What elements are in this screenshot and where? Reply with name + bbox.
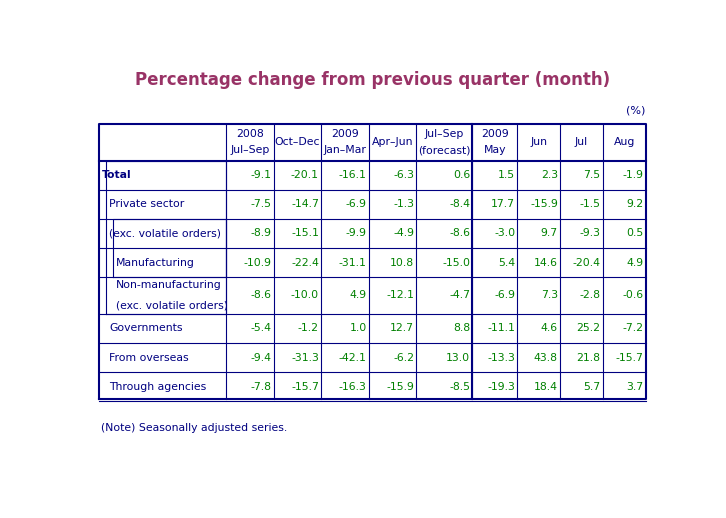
Text: -11.1: -11.1	[487, 323, 515, 334]
Text: 43.8: 43.8	[534, 353, 558, 363]
Text: -8.6: -8.6	[449, 228, 470, 238]
Text: -31.1: -31.1	[338, 257, 367, 268]
Text: -6.2: -6.2	[393, 353, 414, 363]
Text: -8.5: -8.5	[449, 382, 470, 392]
Text: (%): (%)	[626, 106, 645, 116]
Text: Aug: Aug	[613, 137, 635, 147]
Text: (exc. volatile orders): (exc. volatile orders)	[109, 228, 221, 238]
Text: Apr–Jun: Apr–Jun	[372, 137, 413, 147]
Text: -9.3: -9.3	[579, 228, 600, 238]
Text: Jul–Sep: Jul–Sep	[230, 146, 269, 155]
Text: -15.7: -15.7	[291, 382, 319, 392]
Text: From overseas: From overseas	[109, 353, 189, 363]
Text: -14.7: -14.7	[291, 199, 319, 209]
Text: Jul: Jul	[575, 137, 588, 147]
Text: May: May	[484, 146, 506, 155]
Text: Jul–Sep: Jul–Sep	[425, 130, 464, 139]
Text: 2.3: 2.3	[541, 170, 558, 180]
Text: -5.4: -5.4	[250, 323, 272, 334]
Text: 4.9: 4.9	[626, 257, 643, 268]
Text: 13.0: 13.0	[446, 353, 470, 363]
Text: 7.5: 7.5	[584, 170, 600, 180]
Text: Through agencies: Through agencies	[109, 382, 206, 392]
Text: -9.4: -9.4	[250, 353, 272, 363]
Text: 2008: 2008	[236, 130, 264, 139]
Text: -20.4: -20.4	[573, 257, 600, 268]
Text: 1.5: 1.5	[498, 170, 515, 180]
Text: -8.9: -8.9	[250, 228, 272, 238]
Text: 8.8: 8.8	[453, 323, 470, 334]
Text: -19.3: -19.3	[487, 382, 515, 392]
Text: (exc. volatile orders): (exc. volatile orders)	[116, 301, 228, 311]
Text: -16.3: -16.3	[338, 382, 367, 392]
Text: -8.4: -8.4	[449, 199, 470, 209]
Text: -8.6: -8.6	[250, 291, 272, 300]
Text: -6.9: -6.9	[494, 291, 515, 300]
Text: 2009: 2009	[481, 130, 509, 139]
Text: 0.6: 0.6	[453, 170, 470, 180]
Text: -0.6: -0.6	[622, 291, 643, 300]
Text: Total: Total	[102, 170, 131, 180]
Text: -15.1: -15.1	[291, 228, 319, 238]
Text: 18.4: 18.4	[534, 382, 558, 392]
Text: -1.5: -1.5	[579, 199, 600, 209]
Text: 25.2: 25.2	[576, 323, 600, 334]
Text: 14.6: 14.6	[534, 257, 558, 268]
Text: -10.0: -10.0	[291, 291, 319, 300]
Text: -7.2: -7.2	[622, 323, 643, 334]
Text: 5.4: 5.4	[498, 257, 515, 268]
Text: -4.9: -4.9	[393, 228, 414, 238]
Text: -1.2: -1.2	[298, 323, 319, 334]
Text: 4.9: 4.9	[349, 291, 367, 300]
Text: -6.9: -6.9	[346, 199, 367, 209]
Text: -12.1: -12.1	[386, 291, 414, 300]
Text: -10.9: -10.9	[243, 257, 272, 268]
Text: Jan–Mar: Jan–Mar	[324, 146, 367, 155]
Text: 2009: 2009	[331, 130, 359, 139]
Text: 12.7: 12.7	[390, 323, 414, 334]
Text: 1.0: 1.0	[349, 323, 367, 334]
Text: 4.6: 4.6	[541, 323, 558, 334]
Text: -1.3: -1.3	[393, 199, 414, 209]
Text: -4.7: -4.7	[449, 291, 470, 300]
Text: -1.9: -1.9	[622, 170, 643, 180]
Text: (Note) Seasonally adjusted series.: (Note) Seasonally adjusted series.	[102, 423, 287, 434]
Text: -2.8: -2.8	[579, 291, 600, 300]
Text: Manufacturing: Manufacturing	[116, 257, 195, 268]
Text: -3.0: -3.0	[494, 228, 515, 238]
Text: -42.1: -42.1	[338, 353, 367, 363]
Text: -6.3: -6.3	[393, 170, 414, 180]
Text: 3.7: 3.7	[626, 382, 643, 392]
Text: Oct–Dec: Oct–Dec	[274, 137, 320, 147]
Text: -9.1: -9.1	[250, 170, 272, 180]
Text: -20.1: -20.1	[291, 170, 319, 180]
Text: -22.4: -22.4	[291, 257, 319, 268]
Text: Non-manufacturing: Non-manufacturing	[116, 280, 221, 290]
Text: -16.1: -16.1	[338, 170, 367, 180]
Text: 9.7: 9.7	[541, 228, 558, 238]
Text: 17.7: 17.7	[492, 199, 515, 209]
Text: 7.3: 7.3	[541, 291, 558, 300]
Text: -7.5: -7.5	[250, 199, 272, 209]
Text: -15.0: -15.0	[442, 257, 470, 268]
Text: 5.7: 5.7	[584, 382, 600, 392]
Text: -31.3: -31.3	[291, 353, 319, 363]
Text: -7.8: -7.8	[250, 382, 272, 392]
Text: (forecast): (forecast)	[418, 146, 470, 155]
Text: Governments: Governments	[109, 323, 182, 334]
Text: Private sector: Private sector	[109, 199, 184, 209]
Text: 0.5: 0.5	[626, 228, 643, 238]
Text: -15.7: -15.7	[616, 353, 643, 363]
Text: 9.2: 9.2	[626, 199, 643, 209]
Text: -15.9: -15.9	[386, 382, 414, 392]
Text: Percentage change from previous quarter (month): Percentage change from previous quarter …	[134, 71, 610, 89]
Text: 21.8: 21.8	[576, 353, 600, 363]
Text: -15.9: -15.9	[530, 199, 558, 209]
Text: 10.8: 10.8	[390, 257, 414, 268]
Text: -13.3: -13.3	[487, 353, 515, 363]
Text: -9.9: -9.9	[346, 228, 367, 238]
Text: Jun: Jun	[530, 137, 547, 147]
